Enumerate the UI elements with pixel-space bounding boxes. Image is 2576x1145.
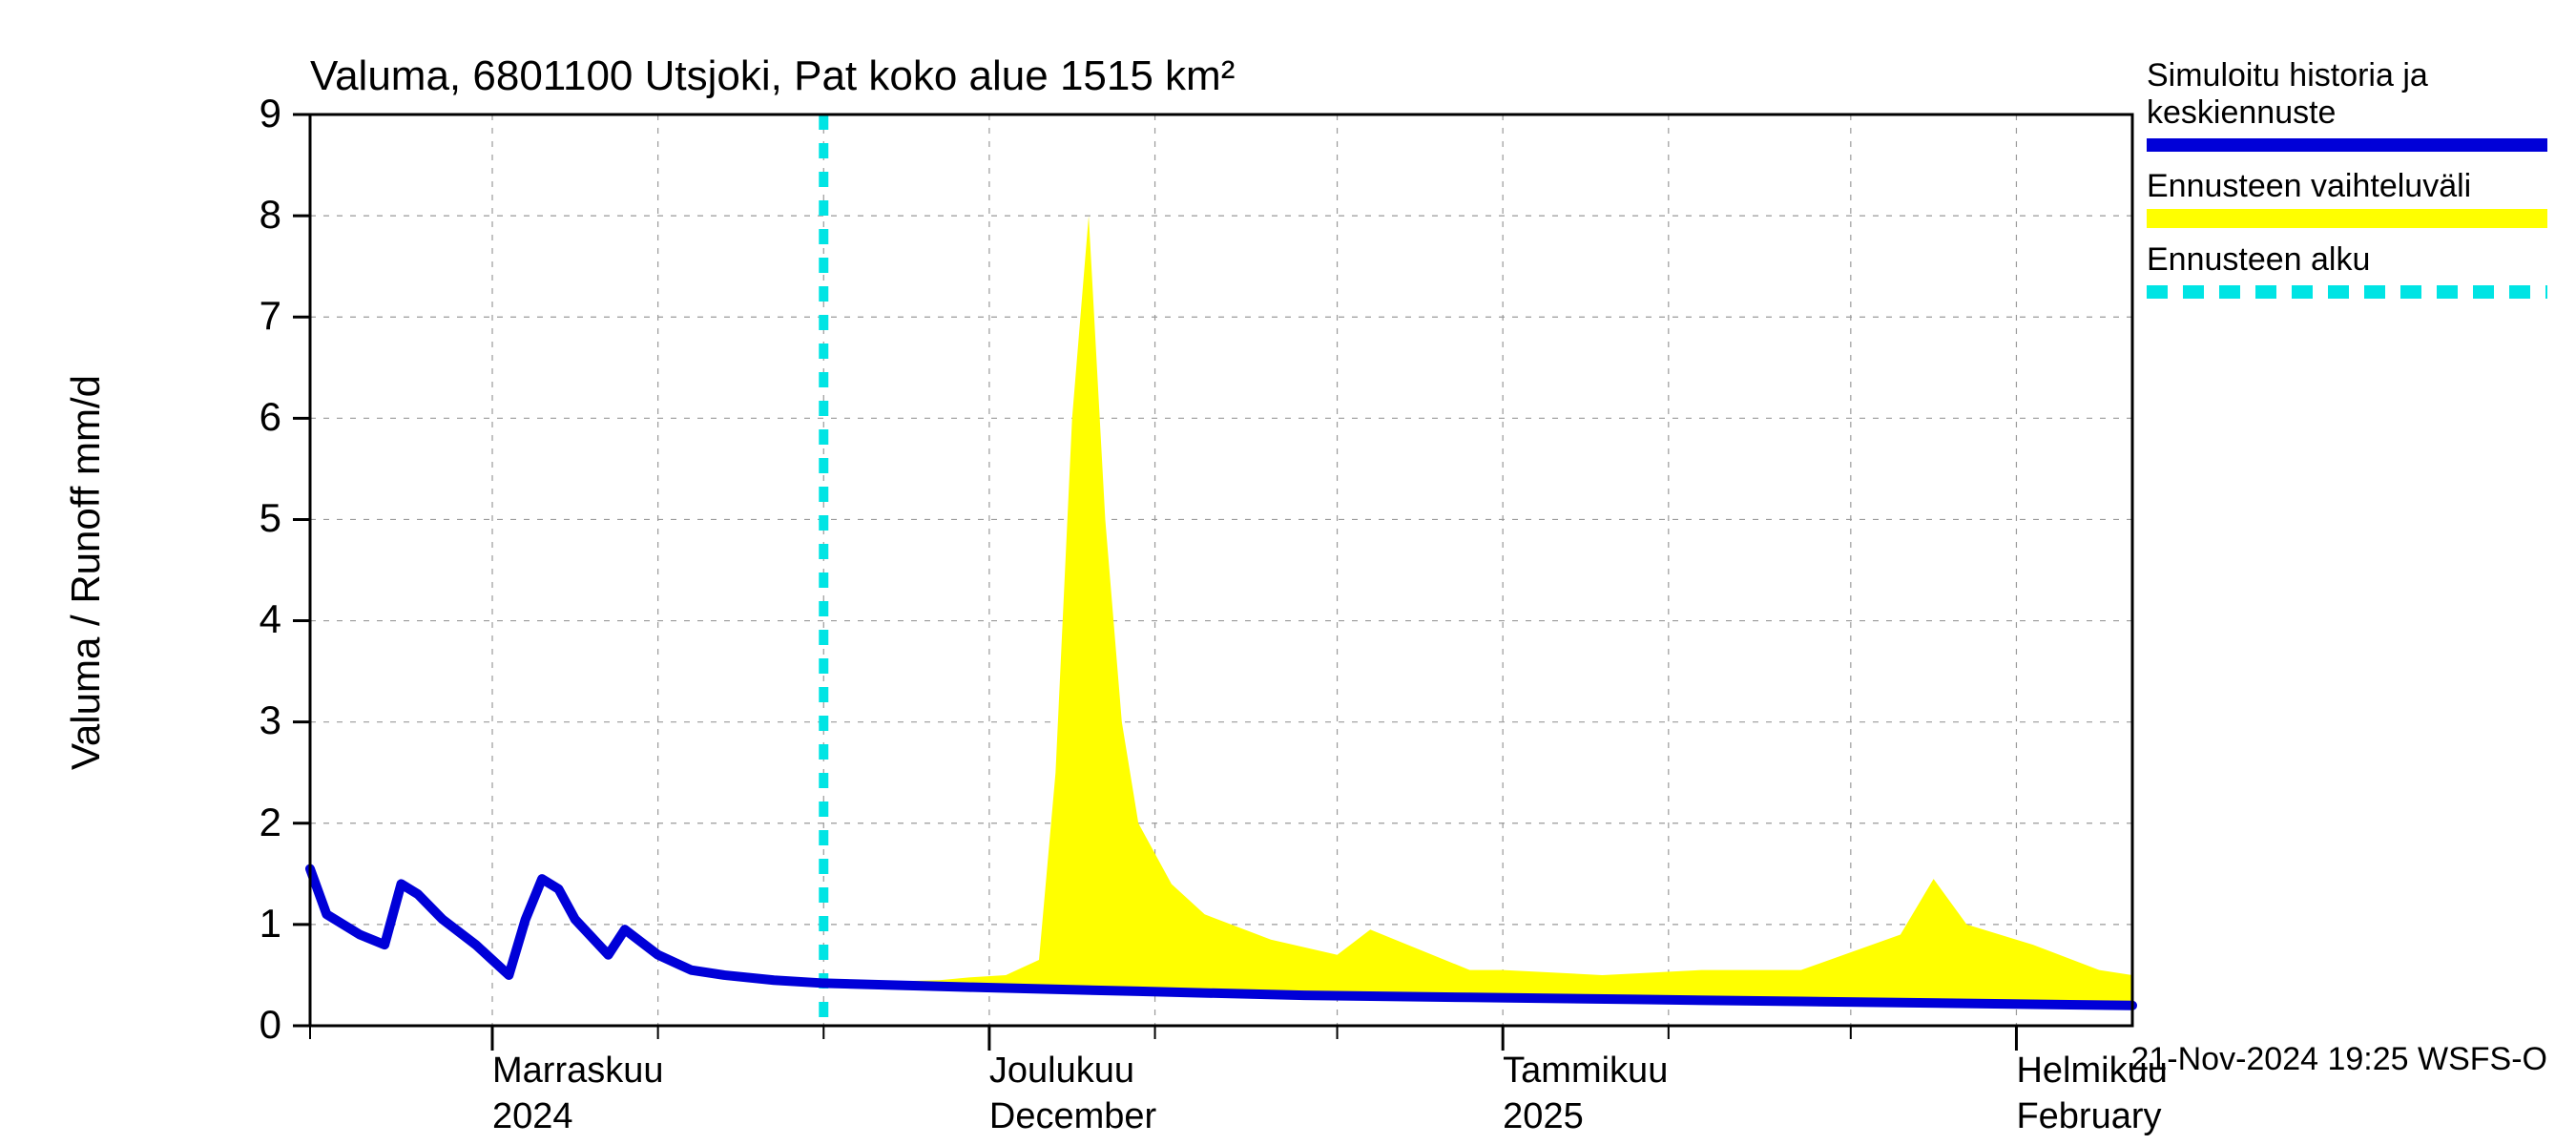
legend-swatch: [2147, 135, 2547, 155]
x-month-label-line2: 2025: [1503, 1094, 1668, 1140]
y-tick-label: 5: [224, 495, 281, 541]
legend-item-hist: Simuloitu historia jakeskiennuste: [2147, 57, 2547, 155]
y-tick-label: 4: [224, 596, 281, 642]
legend-item-band: Ennusteen vaihteluväli: [2147, 168, 2547, 228]
x-month-label-line1: Tammikuu: [1503, 1049, 1668, 1094]
legend-label: Simuloitu historia ja: [2147, 57, 2547, 94]
y-tick-label: 3: [224, 697, 281, 743]
legend-label: Ennusteen alku: [2147, 241, 2547, 279]
legend-label: keskiennuste: [2147, 94, 2547, 132]
y-tick-label: 9: [224, 91, 281, 136]
x-month-label-line1: Marraskuu: [492, 1049, 664, 1094]
x-month-label: Marraskuu2024: [492, 1049, 664, 1139]
y-tick-label: 6: [224, 394, 281, 440]
x-month-label-line2: December: [989, 1094, 1156, 1140]
y-tick-label: 0: [224, 1002, 281, 1048]
y-tick-label: 2: [224, 800, 281, 845]
runoff-chart: [310, 114, 2132, 1026]
legend-swatch: [2147, 209, 2547, 228]
chart-title: Valuma, 6801100 Utsjoki, Pat koko alue 1…: [310, 52, 1235, 100]
x-month-label-line2: 2024: [492, 1094, 664, 1140]
x-month-label: JoulukuuDecember: [989, 1049, 1156, 1139]
x-month-label-line1: Joulukuu: [989, 1049, 1156, 1094]
x-month-label-line2: February: [2016, 1094, 2167, 1140]
legend-item-start: Ennusteen alku: [2147, 241, 2547, 302]
y-tick-label: 7: [224, 293, 281, 339]
y-tick-label: 8: [224, 192, 281, 238]
footer-timestamp: 21-Nov-2024 19:25 WSFS-O: [2130, 1041, 2547, 1078]
y-axis-label: Valuma / Runoff mm/d: [63, 375, 109, 770]
legend: Simuloitu historia jakeskiennuste Ennuste…: [2147, 57, 2547, 315]
legend-label: Ennusteen vaihteluväli: [2147, 168, 2547, 205]
x-month-label: Tammikuu2025: [1503, 1049, 1668, 1139]
y-tick-label: 1: [224, 901, 281, 947]
legend-swatch: [2147, 282, 2547, 302]
